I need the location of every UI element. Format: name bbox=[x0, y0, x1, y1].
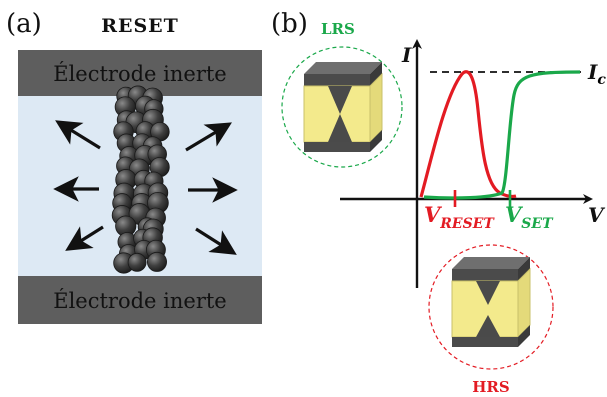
v-axis-label: V bbox=[588, 203, 606, 227]
v-set-label: VSET bbox=[505, 202, 554, 232]
arrow-upper-left bbox=[55, 120, 101, 150]
reset-curve bbox=[419, 70, 517, 198]
v-reset-label: VRESET bbox=[424, 202, 495, 232]
compliance-label: Ic bbox=[587, 60, 606, 88]
bottom-electrode-label: Électrode inerte bbox=[53, 289, 226, 313]
ion-migration-arrows bbox=[53, 120, 238, 255]
hrs-label: HRS bbox=[472, 378, 509, 396]
arrow-lower-right bbox=[195, 227, 237, 255]
lrs-cell-illustration bbox=[281, 46, 403, 168]
v-set-sub: SET bbox=[521, 216, 554, 232]
lrs-label: LRS bbox=[321, 20, 355, 38]
compliance-sub: c bbox=[597, 72, 606, 88]
panel-a: (a) RESET Électrode inerte Électrode ine… bbox=[6, 9, 262, 324]
hrs-cell-illustration bbox=[428, 244, 554, 370]
arrow-upper-right bbox=[185, 122, 232, 152]
compliance-i: I bbox=[587, 60, 598, 84]
conductive-filament bbox=[111, 85, 170, 274]
v-reset-v: V bbox=[424, 202, 443, 227]
filament-particle bbox=[127, 252, 147, 272]
panel-a-label: (a) bbox=[6, 9, 42, 39]
i-axis-label: I bbox=[401, 43, 412, 67]
v-set-v: V bbox=[505, 202, 524, 227]
filament-particle bbox=[146, 251, 167, 272]
v-reset-sub: RESET bbox=[439, 216, 495, 232]
arrow-lower-left bbox=[65, 225, 104, 251]
lrs-cube bbox=[303, 62, 383, 152]
set-curve bbox=[423, 70, 581, 200]
panel-b: (b) LRS I V Ic VRESET VSET bbox=[271, 9, 606, 396]
hrs-cube bbox=[451, 257, 531, 347]
top-electrode-label: Électrode inerte bbox=[53, 62, 226, 86]
panel-a-title: RESET bbox=[101, 15, 179, 37]
panel-b-label: (b) bbox=[271, 9, 308, 39]
bottom-electrode bbox=[18, 276, 262, 324]
